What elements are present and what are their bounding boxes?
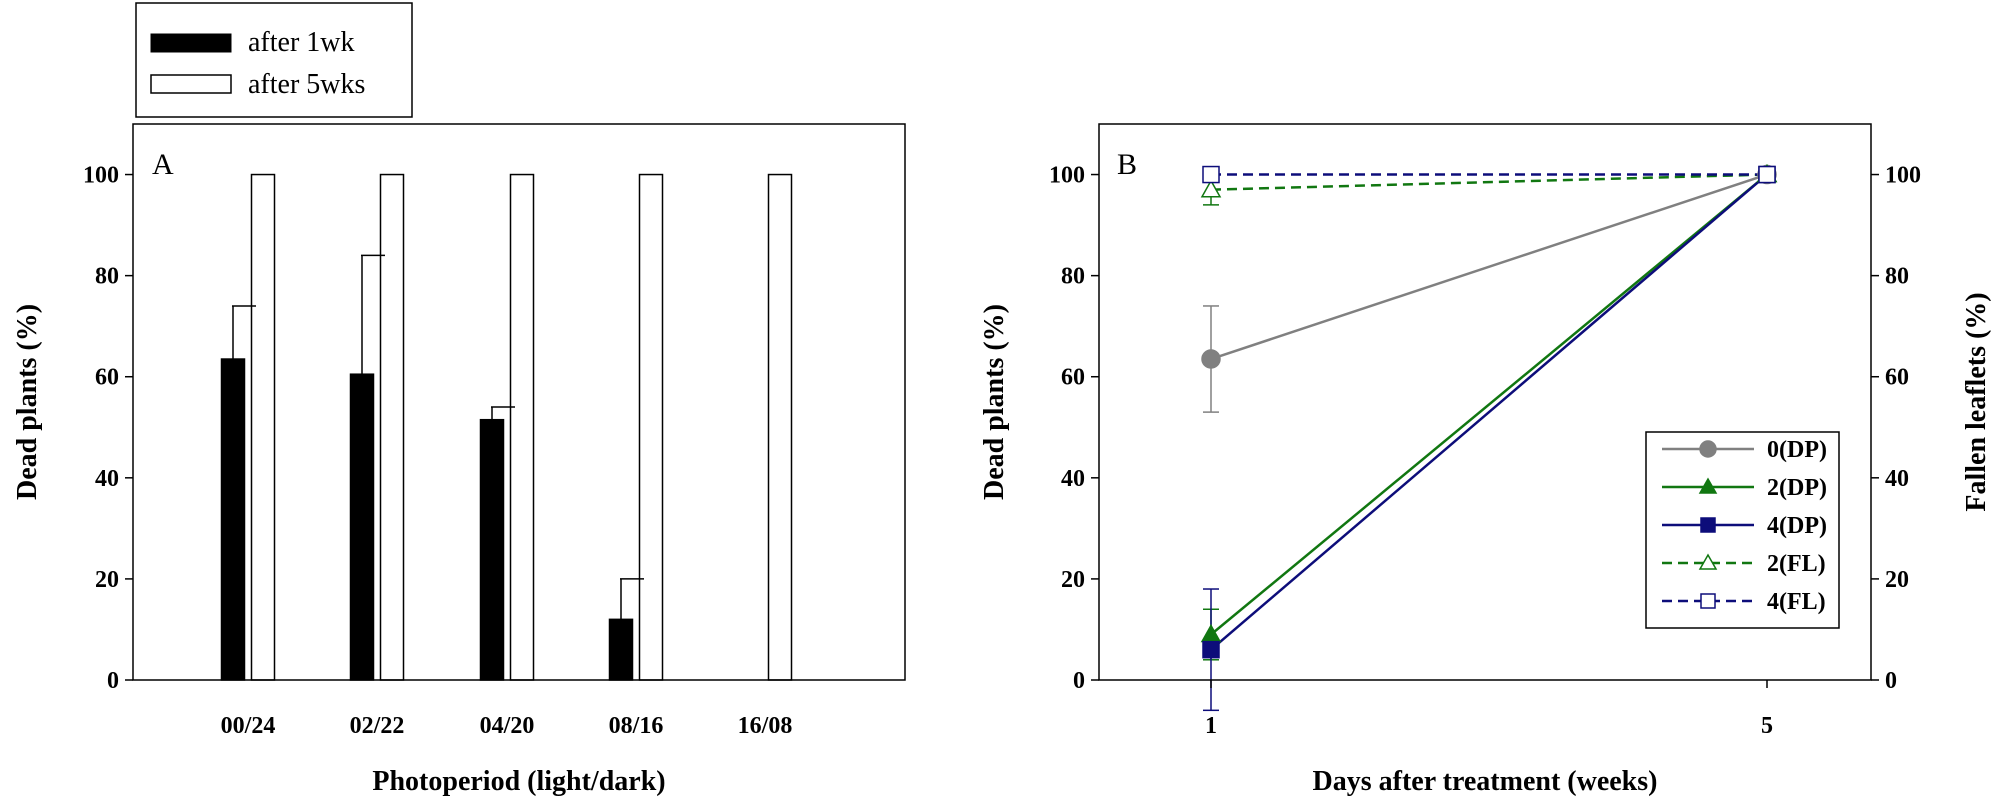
panel-a-y-tick-label-20: 20	[95, 567, 119, 593]
line-2-dp	[1210, 173, 1768, 636]
panel-a-y-tick-label-40: 40	[95, 466, 119, 492]
line-2-fl	[1210, 173, 1768, 191]
marker-2-fl-x1	[1200, 179, 1222, 198]
panel-a-x-tick-labels: 00/24 02/22 04/20 08/16 16/08	[221, 713, 793, 739]
marker-0-dp-x1	[1201, 349, 1221, 369]
panel-b-y2-tick-label-20: 20	[1885, 567, 1909, 593]
panel-b-plot-frame	[1098, 123, 1872, 681]
panel-a-x-axis-title: Photoperiod (light/dark)	[372, 766, 665, 797]
panel-a-bars	[220, 173, 793, 681]
panel-b-x-tick-label-1: 1	[1205, 713, 1217, 739]
panel-b-letter: B	[1117, 148, 1137, 181]
panel-b-y-tick-label-100: 100	[1049, 163, 1085, 189]
panel-b-legend-box	[1645, 431, 1840, 629]
legend-label-0-dp: 0(DP)	[1767, 437, 1827, 463]
panel-a-y-tick-label-60: 60	[95, 365, 119, 391]
marker-4-fl-x5	[1758, 165, 1776, 184]
panel-b-legend: 0(DP) 2(DP) 4(DP) 2(FL) 4(FL)	[1645, 431, 1840, 629]
legend-marker-4-dp	[1700, 517, 1716, 533]
panel-a-y-tick-label-0: 0	[107, 668, 119, 694]
legend-label-2-fl: 2(FL)	[1767, 551, 1826, 577]
panel-a-x-tick-label-08-16: 08/16	[609, 713, 664, 739]
legend-marker-2-fl	[1698, 553, 1718, 570]
panel-b-y-ticks: 0 0 20 20 40 40 60 60 80 80 100 100	[1049, 163, 1921, 694]
panel-a-legend-box	[135, 2, 413, 118]
panel-b-y2-tick-label-0: 0	[1885, 668, 1897, 694]
panel-b-y2-tick-label-80: 80	[1885, 264, 1909, 290]
panel-b-x-tick-label-5: 5	[1761, 713, 1773, 739]
legend-label-4-dp: 4(DP)	[1767, 513, 1827, 539]
bar-after-5wks-16-08	[767, 173, 793, 681]
legend-marker-2-dp	[1698, 477, 1718, 494]
panel-b-y-axis-title: Dead plants (%)	[979, 304, 1010, 500]
legend-swatch-after-1wk	[150, 33, 232, 53]
bar-after-1wk-00-24	[220, 358, 246, 681]
panel-a: 0 20 40 60 80 100 A 00/24 02/22 04/20 08/16 16/08…	[12, 2, 906, 797]
bar-after-1wk-08-16	[608, 618, 634, 681]
panel-b-y-tick-label-20: 20	[1061, 567, 1085, 593]
panel-a-y-ticks: 0 20 40 60 80 100	[83, 163, 133, 694]
bar-after-1wk-02-22	[349, 373, 375, 681]
panel-b-y-tick-label-60: 60	[1061, 365, 1085, 391]
legend-marker-0-dp	[1699, 440, 1717, 458]
legend-label-after-5wks: after 5wks	[248, 69, 365, 100]
bar-after-5wks-08-16	[638, 173, 664, 681]
panel-a-x-tick-label-02-22: 02/22	[350, 713, 405, 739]
marker-4-fl-x1	[1202, 165, 1220, 184]
panel-a-error-bars	[232, 254, 644, 620]
panel-b-markers	[1200, 164, 1778, 659]
panel-a-y-axis-title: Dead plants (%)	[12, 304, 43, 500]
panel-b-y-tick-label-0: 0	[1073, 668, 1085, 694]
panel-a-legend: after 1wk after 5wks	[135, 2, 413, 118]
panel-a-x-tick-label-16-08: 16/08	[738, 713, 793, 739]
legend-swatch-after-5wks	[150, 74, 232, 94]
panel-b-y2-tick-label-40: 40	[1885, 466, 1909, 492]
panel-b-y-tick-label-80: 80	[1061, 264, 1085, 290]
bar-after-1wk-04-20	[479, 418, 505, 681]
marker-4-dp-x1	[1202, 640, 1220, 659]
panel-b-y2-tick-label-100: 100	[1885, 163, 1921, 189]
panel-a-letter: A	[152, 148, 174, 181]
panel-b-series-lines	[1210, 173, 1768, 651]
legend-label-4-fl: 4(FL)	[1767, 589, 1826, 615]
panel-a-x-tick-label-04-20: 04/20	[480, 713, 535, 739]
panel-a-x-tick-label-00-24: 00/24	[221, 713, 276, 739]
legend-label-2-dp: 2(DP)	[1767, 475, 1827, 501]
panel-a-plot-frame	[132, 123, 906, 681]
panel-b-x-axis-title: Days after treatment (weeks)	[1313, 766, 1658, 797]
bar-after-5wks-00-24	[250, 173, 276, 681]
bar-after-5wks-02-22	[379, 173, 405, 681]
panel-b-y2-axis-title: Fallen leaflets (%)	[1961, 292, 1992, 511]
panel-a-y-tick-label-100: 100	[83, 163, 119, 189]
panel-a-y-tick-label-80: 80	[95, 264, 119, 290]
line-0-dp	[1210, 173, 1768, 361]
legend-label-after-1wk: after 1wk	[248, 27, 355, 58]
bar-after-5wks-04-20	[509, 173, 535, 681]
panel-b-y2-tick-label-60: 60	[1885, 365, 1909, 391]
panel-b-y-tick-label-40: 40	[1061, 466, 1085, 492]
legend-marker-4-fl	[1700, 593, 1716, 609]
line-4-dp	[1210, 173, 1768, 651]
